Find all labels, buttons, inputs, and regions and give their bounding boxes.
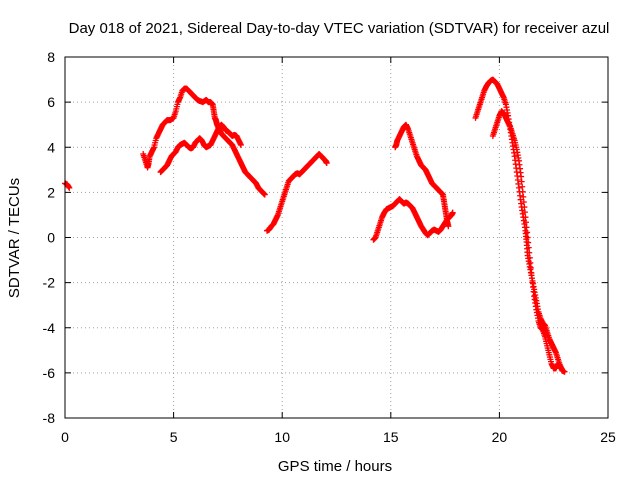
y-tick-label: 8 [47, 49, 55, 65]
data-point [66, 184, 73, 191]
data-point [523, 219, 530, 226]
series-7 [472, 76, 566, 374]
y-tick-label: -4 [43, 320, 56, 336]
data-point [561, 368, 568, 375]
data-point [522, 214, 529, 221]
data-point [518, 173, 525, 180]
data-point [526, 254, 533, 261]
data-point [518, 178, 525, 185]
data-point [520, 193, 527, 200]
data-point [524, 234, 531, 241]
y-tick-label: -2 [43, 275, 56, 291]
y-tick-label: 2 [47, 184, 55, 200]
data-point [520, 198, 527, 205]
data-point [449, 209, 456, 216]
data-points [62, 76, 568, 375]
data-point [521, 209, 528, 216]
data-point [527, 264, 534, 271]
y-tick-label: -6 [43, 365, 56, 381]
series-4 [263, 151, 330, 234]
series-2 [140, 85, 268, 198]
data-point [523, 224, 530, 231]
series-5 [370, 196, 456, 243]
data-point [445, 223, 452, 230]
x-axis-label: GPS time / hours [278, 458, 392, 475]
y-tick-label: 6 [47, 94, 55, 110]
x-tick-label: 20 [492, 429, 508, 445]
series-6 [392, 121, 452, 230]
y-tick-label: 0 [47, 230, 55, 246]
chart-title: Day 018 of 2021, Sidereal Day-to-day VTE… [69, 20, 610, 37]
axis-ticks: 0 5 10 15 20 25 -8 -6 -4 -2 0 2 4 6 8 [43, 49, 616, 445]
data-point [521, 204, 528, 211]
data-point [519, 188, 526, 195]
x-tick-label: 5 [170, 429, 178, 445]
data-point [525, 244, 532, 251]
x-tick-label: 15 [383, 429, 399, 445]
series-1 [62, 180, 73, 191]
plot-frame [64, 56, 609, 419]
data-point [323, 160, 330, 167]
y-axis-label: SDTVAR / TECUs [6, 178, 23, 298]
x-tick-label: 10 [274, 429, 290, 445]
data-point [526, 249, 533, 256]
data-point [525, 239, 532, 246]
series-8 [489, 108, 568, 375]
data-point [528, 270, 535, 277]
y-tick-label: -8 [43, 410, 56, 426]
y-tick-label: 4 [47, 139, 55, 155]
x-tick-label: 25 [600, 429, 616, 445]
data-point [261, 191, 268, 198]
data-point [519, 183, 526, 190]
data-point [237, 141, 244, 148]
x-tick-label: 0 [61, 429, 69, 445]
series-3 [157, 121, 244, 176]
data-point [524, 229, 531, 236]
data-point [527, 259, 534, 266]
